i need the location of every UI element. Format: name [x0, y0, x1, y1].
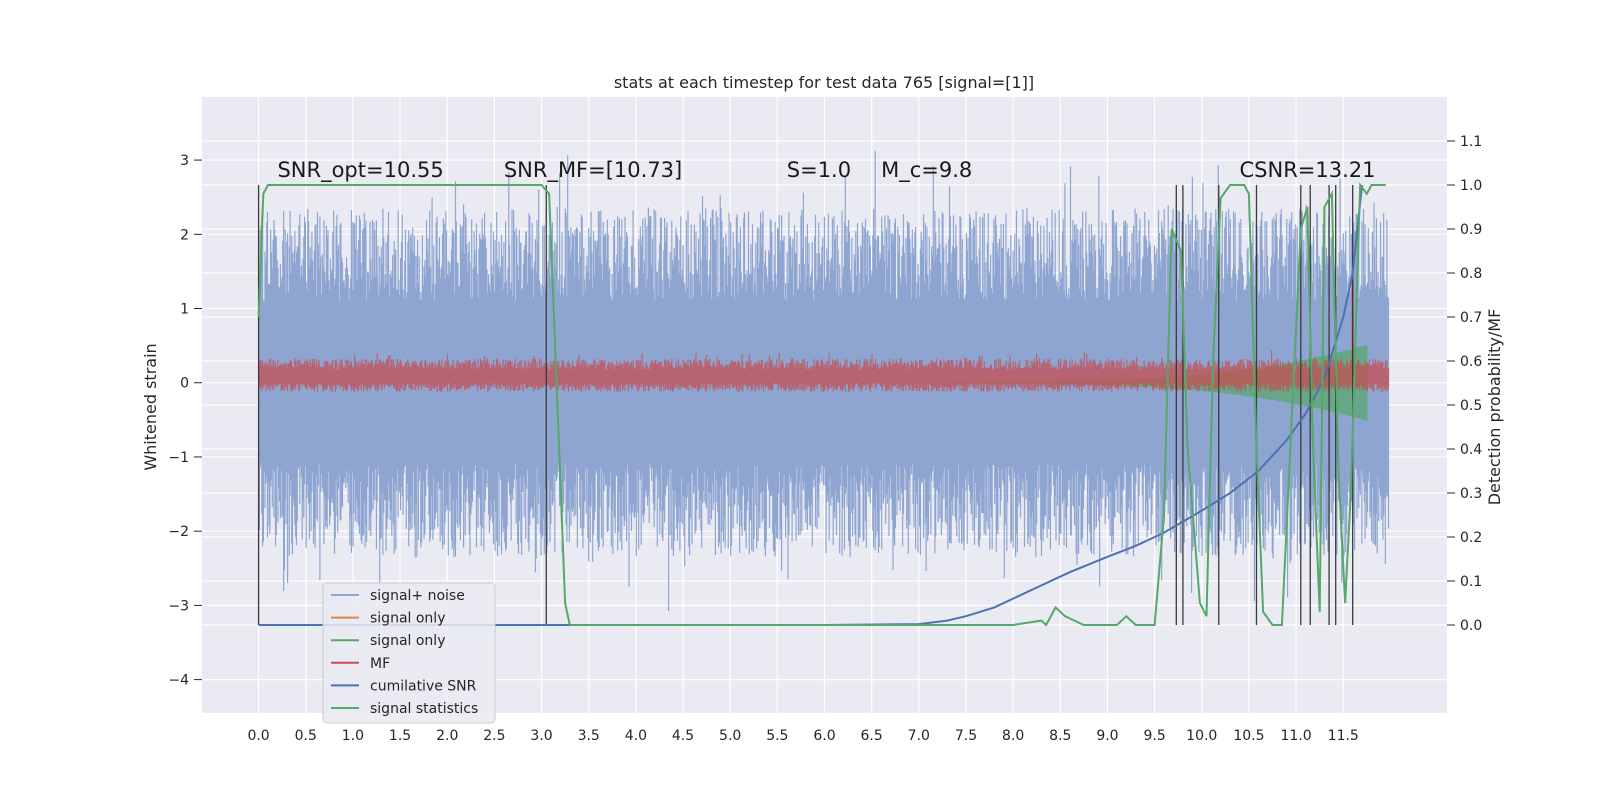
x-tick-label: 10.5 — [1233, 728, 1264, 744]
y-right-tick-label: 0.1 — [1460, 574, 1482, 590]
annotation-text: M_c=9.8 — [881, 158, 972, 183]
y-left-tick-label: −4 — [168, 673, 189, 689]
x-tick-label: 6.5 — [861, 728, 883, 744]
y-right-tick-label: 0.8 — [1460, 266, 1482, 282]
legend-label: signal only — [370, 633, 445, 649]
y-left-tick-label: 1 — [180, 302, 189, 318]
x-tick-label: 5.0 — [719, 728, 741, 744]
y-left-tick-label: 0 — [180, 376, 189, 392]
x-tick-label: 8.5 — [1049, 728, 1071, 744]
signal-statistics-line — [257, 182, 1386, 627]
annotation-text: CSNR=13.21 — [1240, 158, 1376, 182]
y-right-tick-label: 0.5 — [1460, 398, 1482, 414]
y-right-tick-label: 0.0 — [1460, 618, 1482, 634]
x-tick-label: 9.5 — [1143, 728, 1165, 744]
annotation-text: SNR_opt=10.55 — [277, 158, 443, 183]
chart-title: stats at each timestep for test data 765… — [614, 73, 1034, 92]
y-left-tick-label: −1 — [168, 450, 189, 466]
vertical-markers — [257, 185, 1354, 625]
y-right-tick-label: 0.4 — [1460, 442, 1482, 458]
x-tick-label: 11.0 — [1281, 728, 1312, 744]
x-tick-label: 6.0 — [813, 728, 835, 744]
legend-box — [322, 582, 496, 724]
y-right-tick-label: 0.6 — [1460, 354, 1482, 370]
x-tick-label: 11.5 — [1328, 728, 1359, 744]
x-tick-label: 4.0 — [625, 728, 647, 744]
y-right-tick-label: 1.0 — [1460, 178, 1482, 194]
annotations: SNR_opt=10.55 SNR_MF=[10.73] S=1.0 M_c=9.8 C… — [277, 158, 1375, 183]
x-tick-label: 2.5 — [483, 728, 505, 744]
y-left-tick-label: 2 — [180, 227, 189, 243]
x-tick-label: 8.0 — [1002, 728, 1024, 744]
y-right-tick-label: 0.3 — [1460, 486, 1482, 502]
x-tick-label: 1.5 — [389, 728, 411, 744]
x-tick-label: 0.5 — [295, 728, 317, 744]
x-tick-label: 10.0 — [1186, 728, 1217, 744]
x-axis: 0.0 0.5 1.0 1.5 2.0 2.5 3.0 3.5 4.0 4.5 5.0 5.5 6.0 6… — [247, 728, 1358, 744]
legend-label: signal only — [370, 611, 445, 627]
legend: signal+ noise signal only signal only MF cum… — [322, 582, 496, 724]
cumulative-snr-line — [258, 184, 1364, 626]
legend-label: signal statistics — [370, 701, 478, 717]
x-tick-label: 5.5 — [766, 728, 788, 744]
y-axis-right: 1.1 1.0 0.9 0.8 0.7 0.6 0.5 0.4 0.3 0.2 0.1 0.0 — [1447, 134, 1482, 634]
y-left-tick-label: −3 — [168, 598, 189, 614]
x-tick-label: 1.0 — [342, 728, 364, 744]
y-axis-left-label: Whitened strain — [141, 343, 160, 470]
y-right-tick-label: 0.2 — [1460, 530, 1482, 546]
x-tick-label: 3.5 — [578, 728, 600, 744]
x-tick-label: 0.0 — [247, 728, 269, 744]
y-right-tick-label: 1.1 — [1460, 134, 1482, 150]
x-tick-label: 3.0 — [530, 728, 552, 744]
legend-label: cumilative SNR — [370, 678, 477, 694]
annotation-text: S=1.0 — [787, 158, 851, 182]
y-axis-right-label: Detection probability/MF — [1485, 309, 1504, 506]
legend-label: signal+ noise — [370, 588, 465, 604]
x-tick-label: 9.0 — [1096, 728, 1118, 744]
y-axis-left: 3 2 1 0 −1 −2 −3 −4 — [168, 153, 202, 689]
annotation-text: SNR_MF=[10.73] — [504, 158, 682, 183]
x-tick-label: 7.5 — [955, 728, 977, 744]
y-left-tick-label: −2 — [168, 524, 189, 540]
y-right-tick-label: 0.7 — [1460, 310, 1482, 326]
legend-label: MF — [370, 656, 390, 672]
series-lines — [257, 182, 1386, 627]
x-tick-label: 4.5 — [672, 728, 694, 744]
y-right-tick-label: 0.9 — [1460, 222, 1482, 238]
x-tick-label: 2.0 — [436, 728, 458, 744]
y-left-tick-label: 3 — [180, 153, 189, 169]
x-tick-label: 7.0 — [908, 728, 930, 744]
